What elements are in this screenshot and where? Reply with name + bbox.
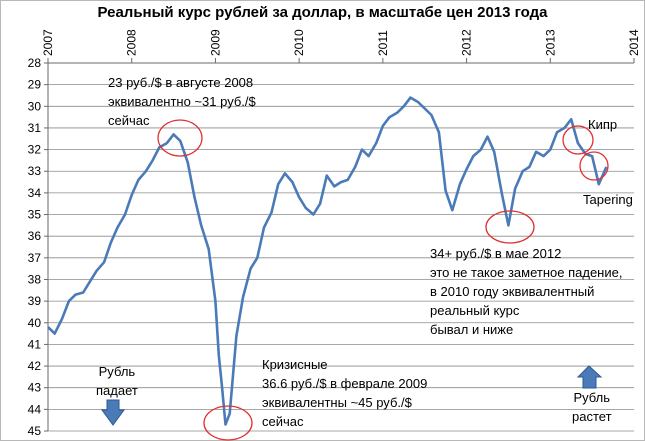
highlight-circle-aug-2008 [157,119,203,157]
annotation-ruble-falls: Рубль падает [96,362,138,400]
annotation-line: реальный курс [430,303,520,318]
x-tick-label: 2007 [41,29,55,56]
x-tick-label: 2009 [208,29,222,56]
chart-title: Реальный курс рублей за доллар, в масшта… [97,4,548,21]
y-tick-label: 41 [28,337,42,351]
annotation-aug-2008: 23 руб./$ в августе 2008 эквивалентно ~3… [108,73,256,130]
y-tick-label: 37 [28,251,42,265]
highlight-circle-cyprus [562,125,594,155]
y-tick-label: 40 [28,316,42,330]
series-line [47,96,608,426]
annotation-line: сейчас [108,113,150,128]
x-tick-label: 2014 [627,29,641,56]
annotation-line: эквивалентны ~45 руб./$ [262,395,412,410]
x-tick-label: 2008 [125,29,139,56]
y-tick-label: 38 [28,272,42,286]
y-tick-label: 39 [28,294,42,308]
highlight-circle-tapering [579,151,609,181]
annotation-feb-2009: Кризисные 36.6 руб./$ в феврале 2009 экв… [262,355,427,431]
annotation-line: падает [96,383,138,398]
arrow-down-icon [101,399,125,426]
arrow-up-icon [576,365,603,389]
annotation-line: 36.6 руб./$ в феврале 2009 [262,376,428,391]
y-tick-label: 42 [28,359,42,373]
annotation-line: это не такое заметное падение, [430,265,623,280]
x-tick-label: 2012 [460,29,474,56]
annotation-line: Tapering [583,192,633,207]
x-tick-label: 2011 [376,30,390,56]
x-tick-label: 2013 [543,29,557,56]
y-tick-label: 44 [28,402,42,416]
annotation-may-2012: 34+ руб./$ в мае 2012 это не такое замет… [430,244,622,339]
x-tick-label: 2010 [292,29,306,56]
y-tick-label: 28 [28,56,42,70]
y-tick-label: 35 [28,208,42,222]
y-tick-label: 45 [28,424,42,438]
annotation-line: эквивалентно ~31 руб./$ [108,94,256,109]
y-tick-label: 29 [28,78,42,92]
y-tick-label: 43 [28,381,42,395]
annotation-line: Рубль [573,390,611,405]
annotation-line: 23 руб./$ в августе 2008 [108,75,254,90]
y-tick-label: 33 [28,164,42,178]
y-tick-label: 34 [28,186,42,200]
y-tick-label: 30 [28,99,42,113]
annotation-line: 34+ руб./$ в мае 2012 [430,246,562,261]
highlight-circle-may-2012 [485,210,535,244]
annotation-line: Кризисные [262,357,328,372]
annotation-line: растет [572,409,612,424]
annotation-tapering: Tapering [583,190,633,209]
annotation-line: Кипр [588,117,618,132]
annotation-line: бывал и ниже [430,322,514,337]
annotation-line: в 2010 году эквивалентный [430,284,595,299]
annotation-line: сейчас [262,414,304,429]
annotation-line: Рубль [98,364,136,379]
annotation-cyprus: Кипр [588,115,617,134]
y-tick-label: 31 [28,121,42,135]
highlight-circle-feb-2009 [203,405,253,441]
annotation-ruble-rises: Рубль растет [572,388,612,426]
y-tick-label: 32 [28,143,42,157]
y-tick-label: 36 [28,229,42,243]
